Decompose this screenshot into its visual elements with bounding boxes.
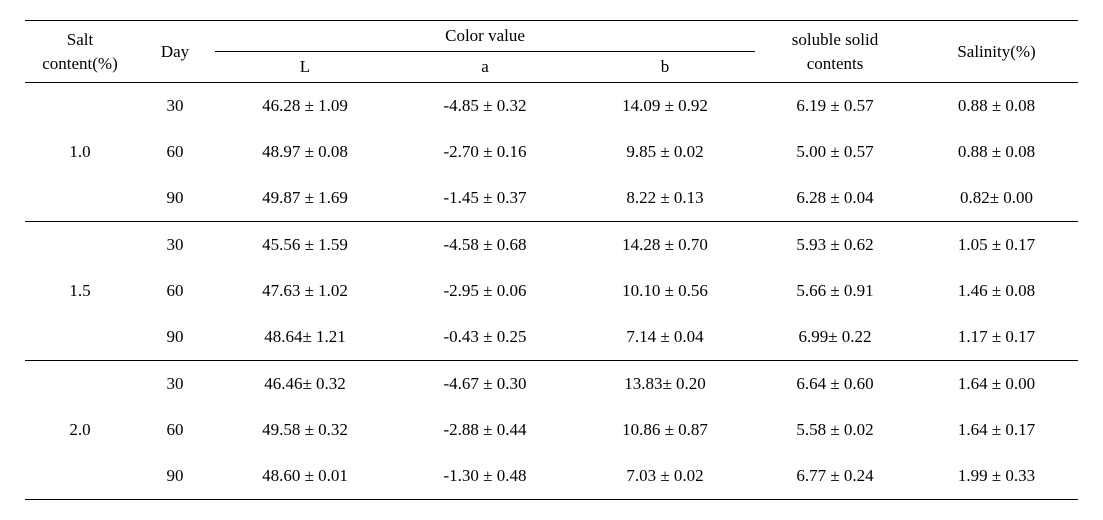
cell-a: -1.45 ± 0.37 xyxy=(395,175,575,222)
cell-sal: 1.46 ± 0.08 xyxy=(915,268,1078,314)
cell-b: 10.10 ± 0.56 xyxy=(575,268,755,314)
cell-b: 13.83± 0.20 xyxy=(575,361,755,408)
cell-a: -2.88 ± 0.44 xyxy=(395,407,575,453)
col-header-color-value: Color value xyxy=(215,21,755,52)
col-header-soluble-solid: soluble solid contents xyxy=(755,21,915,83)
cell-sal: 0.88 ± 0.08 xyxy=(915,83,1078,130)
cell-b: 9.85 ± 0.02 xyxy=(575,129,755,175)
cell-a: -0.43 ± 0.25 xyxy=(395,314,575,361)
col-header-day: Day xyxy=(135,21,215,83)
cell-a: -4.67 ± 0.30 xyxy=(395,361,575,408)
cell-ss: 6.28 ± 0.04 xyxy=(755,175,915,222)
cell-L: 47.63 ± 1.02 xyxy=(215,268,395,314)
col-header-b: b xyxy=(575,52,755,83)
cell-a: -4.85 ± 0.32 xyxy=(395,83,575,130)
cell-L: 46.46± 0.32 xyxy=(215,361,395,408)
cell-L: 45.56 ± 1.59 xyxy=(215,222,395,269)
table-row: 90 48.60 ± 0.01 -1.30 ± 0.48 7.03 ± 0.02… xyxy=(25,453,1078,500)
cell-ss: 5.58 ± 0.02 xyxy=(755,407,915,453)
cell-b: 7.03 ± 0.02 xyxy=(575,453,755,500)
cell-day: 30 xyxy=(135,83,215,130)
table-row: 60 49.58 ± 0.32 -2.88 ± 0.44 10.86 ± 0.8… xyxy=(25,407,1078,453)
cell-a: -2.70 ± 0.16 xyxy=(395,129,575,175)
data-table: Salt content(%) Day Color value soluble … xyxy=(25,20,1078,500)
cell-L: 48.64± 1.21 xyxy=(215,314,395,361)
cell-ss: 6.19 ± 0.57 xyxy=(755,83,915,130)
cell-ss: 5.93 ± 0.62 xyxy=(755,222,915,269)
cell-day: 60 xyxy=(135,129,215,175)
table-body: 1.0 30 46.28 ± 1.09 -4.85 ± 0.32 14.09 ±… xyxy=(25,83,1078,500)
cell-sal: 0.88 ± 0.08 xyxy=(915,129,1078,175)
cell-L: 49.87 ± 1.69 xyxy=(215,175,395,222)
table-row: 1.5 30 45.56 ± 1.59 -4.58 ± 0.68 14.28 ±… xyxy=(25,222,1078,269)
table-row: 90 48.64± 1.21 -0.43 ± 0.25 7.14 ± 0.04 … xyxy=(25,314,1078,361)
cell-L: 48.97 ± 0.08 xyxy=(215,129,395,175)
cell-day: 30 xyxy=(135,222,215,269)
cell-sal: 1.17 ± 0.17 xyxy=(915,314,1078,361)
cell-day: 30 xyxy=(135,361,215,408)
cell-b: 14.09 ± 0.92 xyxy=(575,83,755,130)
cell-ss: 6.77 ± 0.24 xyxy=(755,453,915,500)
col-header-salinity: Salinity(%) xyxy=(915,21,1078,83)
cell-sal: 1.05 ± 0.17 xyxy=(915,222,1078,269)
cell-b: 14.28 ± 0.70 xyxy=(575,222,755,269)
cell-sal: 1.64 ± 0.17 xyxy=(915,407,1078,453)
cell-salt: 2.0 xyxy=(25,361,135,500)
cell-salt: 1.0 xyxy=(25,83,135,222)
cell-day: 90 xyxy=(135,314,215,361)
cell-L: 49.58 ± 0.32 xyxy=(215,407,395,453)
cell-b: 10.86 ± 0.87 xyxy=(575,407,755,453)
col-header-L: L xyxy=(215,52,395,83)
cell-salt: 1.5 xyxy=(25,222,135,361)
col-header-ss-l2: contents xyxy=(807,54,864,73)
cell-ss: 6.64 ± 0.60 xyxy=(755,361,915,408)
col-header-a: a xyxy=(395,52,575,83)
table-row: 2.0 30 46.46± 0.32 -4.67 ± 0.30 13.83± 0… xyxy=(25,361,1078,408)
cell-day: 60 xyxy=(135,407,215,453)
cell-day: 90 xyxy=(135,453,215,500)
table-row: 60 47.63 ± 1.02 -2.95 ± 0.06 10.10 ± 0.5… xyxy=(25,268,1078,314)
cell-a: -1.30 ± 0.48 xyxy=(395,453,575,500)
cell-L: 46.28 ± 1.09 xyxy=(215,83,395,130)
cell-b: 8.22 ± 0.13 xyxy=(575,175,755,222)
col-header-salt-l1: Salt xyxy=(67,30,93,49)
cell-a: -4.58 ± 0.68 xyxy=(395,222,575,269)
cell-sal: 1.64 ± 0.00 xyxy=(915,361,1078,408)
cell-day: 90 xyxy=(135,175,215,222)
table-row: 1.0 30 46.28 ± 1.09 -4.85 ± 0.32 14.09 ±… xyxy=(25,83,1078,130)
cell-ss: 6.99± 0.22 xyxy=(755,314,915,361)
col-header-ss-l1: soluble solid xyxy=(792,30,878,49)
cell-b: 7.14 ± 0.04 xyxy=(575,314,755,361)
cell-ss: 5.00 ± 0.57 xyxy=(755,129,915,175)
table-row: 90 49.87 ± 1.69 -1.45 ± 0.37 8.22 ± 0.13… xyxy=(25,175,1078,222)
cell-a: -2.95 ± 0.06 xyxy=(395,268,575,314)
cell-sal: 1.99 ± 0.33 xyxy=(915,453,1078,500)
cell-sal: 0.82± 0.00 xyxy=(915,175,1078,222)
cell-ss: 5.66 ± 0.91 xyxy=(755,268,915,314)
table-row: 60 48.97 ± 0.08 -2.70 ± 0.16 9.85 ± 0.02… xyxy=(25,129,1078,175)
col-header-salt: Salt content(%) xyxy=(25,21,135,83)
col-header-salt-l2: content(%) xyxy=(42,54,118,73)
cell-L: 48.60 ± 0.01 xyxy=(215,453,395,500)
cell-day: 60 xyxy=(135,268,215,314)
